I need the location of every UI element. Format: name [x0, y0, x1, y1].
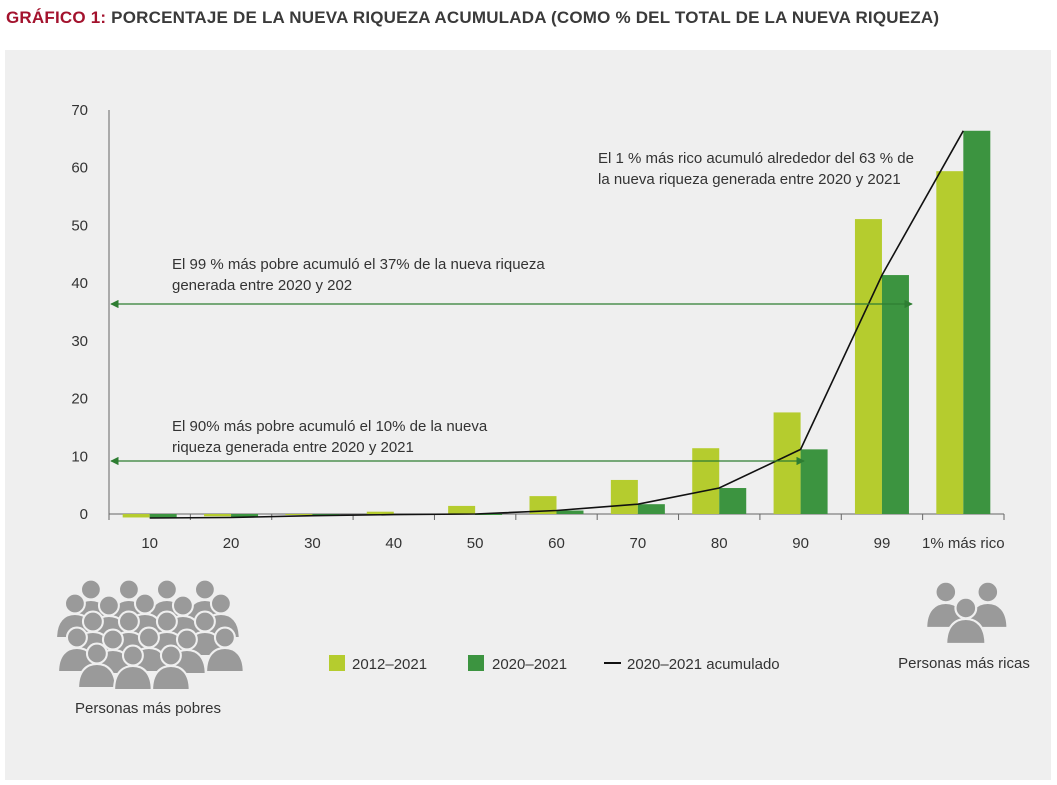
ann-1pct-text: El 1 % más rico acumuló alrededor del 63…	[598, 150, 914, 188]
legend-swatch-2012	[329, 655, 345, 671]
x-tick-label: 20	[223, 535, 240, 552]
y-tick-label: 30	[71, 333, 88, 350]
y-tick-label: 40	[71, 275, 88, 292]
bar-2020-6	[637, 504, 665, 514]
x-tick-label: 99	[874, 535, 891, 552]
bar-2012-7	[692, 448, 720, 514]
bar-2020-0	[149, 514, 177, 519]
bar-2012-3	[366, 511, 394, 514]
bar-2012-1	[204, 514, 232, 517]
y-tick-label: 20	[71, 391, 88, 408]
legend-label-2020: 2020–2021	[492, 656, 567, 673]
y-tick-label: 60	[71, 160, 88, 177]
bar-2020-4	[475, 514, 503, 515]
bar-2012-8	[773, 412, 801, 514]
ann-99pct-text: El 99 % más pobre acumuló el 37% de la n…	[172, 256, 545, 294]
y-tick-label: 70	[71, 102, 88, 119]
x-tick-label: 1% más rico	[922, 535, 1005, 552]
cumulative-line	[149, 130, 964, 519]
bar-2012-2	[285, 514, 313, 515]
x-tick-label: 70	[630, 535, 647, 552]
bar-2020-1	[231, 514, 259, 518]
legend-swatch-2020	[468, 655, 484, 671]
bar-2012-5	[529, 496, 557, 514]
annotations: El 1 % más rico acumuló alrededor del 63…	[110, 150, 914, 466]
bar-2012-0	[122, 514, 150, 518]
x-tick-label: 80	[711, 535, 728, 552]
bar-2012-4	[448, 505, 476, 514]
bar-2020-7	[719, 488, 747, 514]
legend-label-line: 2020–2021 acumulado	[627, 656, 780, 673]
bar-2012-9	[854, 219, 882, 514]
x-tick-label: 40	[385, 535, 402, 552]
y-tick-label: 0	[80, 506, 88, 523]
bar-2020-8	[800, 449, 828, 514]
group-icon	[925, 580, 1009, 644]
chart-title-text: PORCENTAJE DE LA NUEVA RIQUEZA ACUMULADA…	[111, 8, 940, 27]
x-tick-label: 90	[792, 535, 809, 552]
bar-2012-6	[610, 479, 638, 514]
chart-title-tag: GRÁFICO 1:	[6, 8, 107, 27]
plot-area: 0 10 20 30 40 50 60 70 10 20 30 40 50 60 70 80 90 99 1% má…	[71, 102, 1004, 552]
x-tick-label: 10	[141, 535, 158, 552]
y-tick-label: 10	[71, 448, 88, 465]
y-tick-label: 50	[71, 217, 88, 234]
bar-2020-9	[881, 275, 909, 514]
bar-2012-10	[936, 171, 964, 515]
ann-90pct-text: El 90% más pobre acumuló el 10% de la nu…	[172, 418, 488, 456]
poor-people-label: Personas más pobres	[75, 700, 221, 717]
chart-title: GRÁFICO 1: PORCENTAJE DE LA NUEVA RIQUEZ…	[6, 8, 939, 28]
x-tick-label: 50	[467, 535, 484, 552]
legend: 2012–2021 2020–2021 2020–2021 acumulado	[329, 655, 780, 673]
bar-2020-5	[556, 510, 584, 514]
crowd-icon	[55, 578, 245, 690]
x-tick-label: 30	[304, 535, 321, 552]
bar-2020-10	[963, 130, 991, 514]
legend-label-2012: 2012–2021	[352, 656, 427, 673]
rich-people-label: Personas más ricas	[898, 655, 1030, 672]
x-tick-label: 60	[548, 535, 565, 552]
